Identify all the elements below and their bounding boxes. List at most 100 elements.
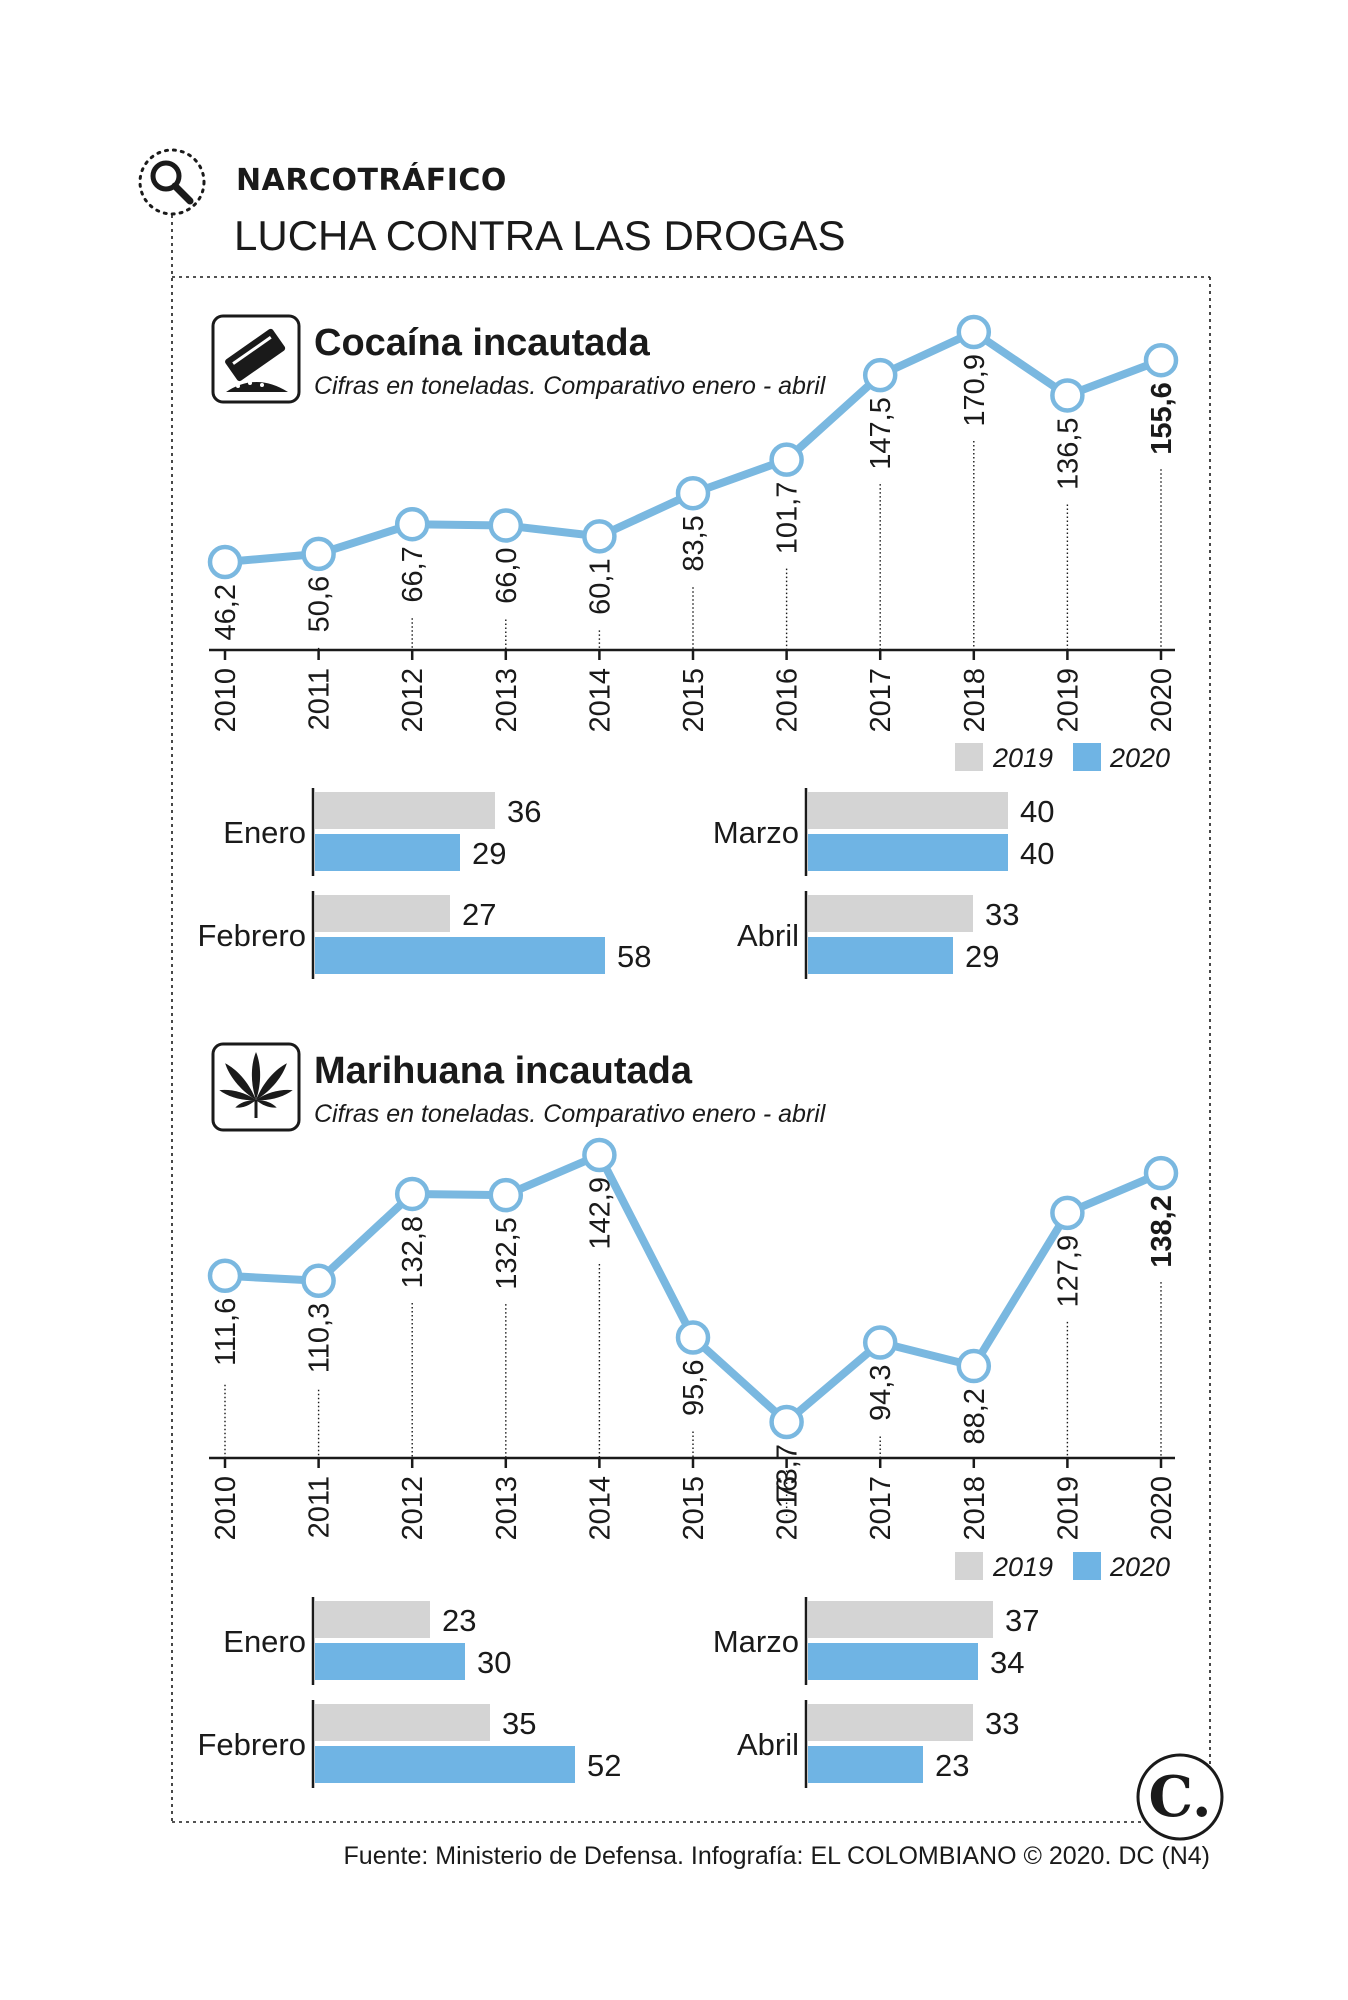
- page-title: LUCHA CONTRA LAS DROGAS: [234, 212, 845, 259]
- bar-value-label: 52: [587, 1748, 621, 1783]
- x-tick-label: 2015: [678, 1476, 710, 1541]
- data-point: [301, 536, 336, 572]
- x-tick-label: 2015: [678, 668, 710, 733]
- cocaine-block-icon: [211, 314, 301, 404]
- legend-swatch-2020: [1073, 743, 1101, 771]
- x-tick-label: 2019: [1052, 1476, 1084, 1541]
- header: NARCOTRÁFICO LUCHA CONTRA LAS DROGAS: [138, 148, 845, 259]
- cocaine-title: Cocaína incautada: [314, 322, 651, 364]
- category-label: Marzo: [713, 1624, 799, 1659]
- x-tick-label: 2016: [772, 1476, 804, 1541]
- data-point: [488, 1177, 524, 1213]
- data-point: [1143, 342, 1179, 378]
- bar-2020: [315, 937, 605, 974]
- x-tick-label: 2019: [1052, 668, 1084, 733]
- category-label: Febrero: [197, 918, 306, 953]
- bar-value-label: 29: [472, 836, 506, 871]
- data-label: 66,7: [397, 546, 429, 602]
- data-label: 138,2: [1146, 1195, 1178, 1268]
- x-tick-label: 2010: [210, 668, 242, 733]
- marijuana-title: Marihuana incautada: [314, 1050, 693, 1092]
- magnifier-icon: [138, 148, 206, 216]
- data-point: [1050, 378, 1085, 413]
- data-label: 95,6: [678, 1360, 710, 1416]
- el-colombiano-logo: C.: [1136, 1753, 1224, 1841]
- marijuana-line-chart: 111,6 2010 110,3 2011 132,8 2012 132,5 2013 142,…: [207, 1137, 1179, 1541]
- data-point: [675, 475, 711, 511]
- x-tick-label: 2013: [491, 668, 523, 733]
- cocaine-legend: 2019 2020: [955, 743, 1170, 773]
- marijuana-legend: 2019 2020: [955, 1552, 1170, 1582]
- data-label: 50,6: [304, 576, 336, 632]
- x-tick-label: 2011: [304, 1476, 336, 1538]
- marijuana-section: Marihuana incautada Cifras en toneladas.…: [197, 1042, 1179, 1788]
- bar-value-label: 29: [965, 939, 999, 974]
- data-label: 110,3: [304, 1303, 336, 1373]
- bar-value-label: 27: [462, 897, 496, 932]
- cocaine-section: Cocaína incautada Cifras en toneladas. C…: [197, 314, 1179, 979]
- data-label: 142,9: [584, 1177, 616, 1250]
- x-tick-label: 2013: [491, 1476, 523, 1541]
- x-tick-label: 2018: [959, 1476, 991, 1541]
- bar-2019: [315, 1704, 490, 1741]
- x-tick-label: 2017: [865, 668, 897, 733]
- x-tick-label: 2012: [397, 668, 429, 733]
- data-point: [862, 357, 898, 393]
- bar-2019: [808, 792, 1008, 829]
- data-point: [301, 1263, 336, 1299]
- legend-label-2020: 2020: [1109, 1552, 1170, 1582]
- data-point: [488, 508, 524, 543]
- bar-2020: [315, 834, 460, 871]
- legend-label-2019: 2019: [992, 1552, 1053, 1582]
- data-label: 94,3: [865, 1365, 897, 1421]
- x-tick-label: 2017: [865, 1476, 897, 1541]
- x-tick-label: 2010: [210, 1476, 242, 1541]
- data-label: 88,2: [959, 1388, 991, 1444]
- bar-2019: [315, 1601, 430, 1638]
- bar-value-label: 37: [1005, 1603, 1039, 1638]
- data-label: 155,6: [1146, 382, 1178, 455]
- bar-2019: [808, 1601, 993, 1638]
- data-label: 170,9: [959, 354, 991, 427]
- x-tick-label: 2011: [304, 668, 336, 730]
- cocaine-subtitle: Cifras en toneladas. Comparativo enero -…: [314, 372, 827, 400]
- x-tick-label: 2012: [397, 1476, 429, 1541]
- bar-value-label: 40: [1020, 836, 1054, 871]
- bar-2019: [315, 895, 450, 932]
- bar-value-label: 23: [935, 1748, 969, 1783]
- bar-value-label: 35: [502, 1706, 536, 1741]
- data-label: 147,5: [865, 397, 897, 470]
- data-point: [207, 544, 243, 580]
- data-point: [1050, 1195, 1085, 1231]
- logo-letter: C.: [1148, 1764, 1211, 1830]
- bar-2020: [315, 1746, 575, 1783]
- legend-label-2019: 2019: [992, 743, 1053, 773]
- bar-2020: [808, 834, 1008, 871]
- data-point: [862, 1325, 898, 1360]
- data-point: [582, 1137, 617, 1173]
- data-label: 83,5: [678, 515, 710, 571]
- bar-value-label: 33: [985, 897, 1019, 932]
- data-label: 60,1: [584, 558, 616, 614]
- section-label: NARCOTRÁFICO: [236, 162, 507, 198]
- category-label: Abril: [737, 918, 799, 953]
- bar-value-label: 33: [985, 1706, 1019, 1741]
- data-point: [956, 1348, 992, 1384]
- frame: [171, 215, 1211, 1823]
- data-label: 73,7: [772, 1444, 804, 1500]
- category-label: Febrero: [197, 1727, 306, 1762]
- data-point: [769, 1404, 804, 1440]
- footer: C. Fuente: Ministerio de Defensa. Infogr…: [344, 1753, 1224, 1870]
- bar-value-label: 23: [442, 1603, 476, 1638]
- cannabis-leaf-icon: [211, 1042, 301, 1132]
- data-label: 101,7: [772, 482, 804, 555]
- data-point: [207, 1258, 243, 1294]
- data-point: [582, 519, 617, 554]
- data-label: 111,6: [210, 1298, 242, 1366]
- category-label: Marzo: [713, 815, 799, 850]
- data-label: 46,2: [210, 584, 242, 640]
- bar-2020: [808, 1746, 923, 1783]
- data-label: 136,5: [1052, 417, 1084, 490]
